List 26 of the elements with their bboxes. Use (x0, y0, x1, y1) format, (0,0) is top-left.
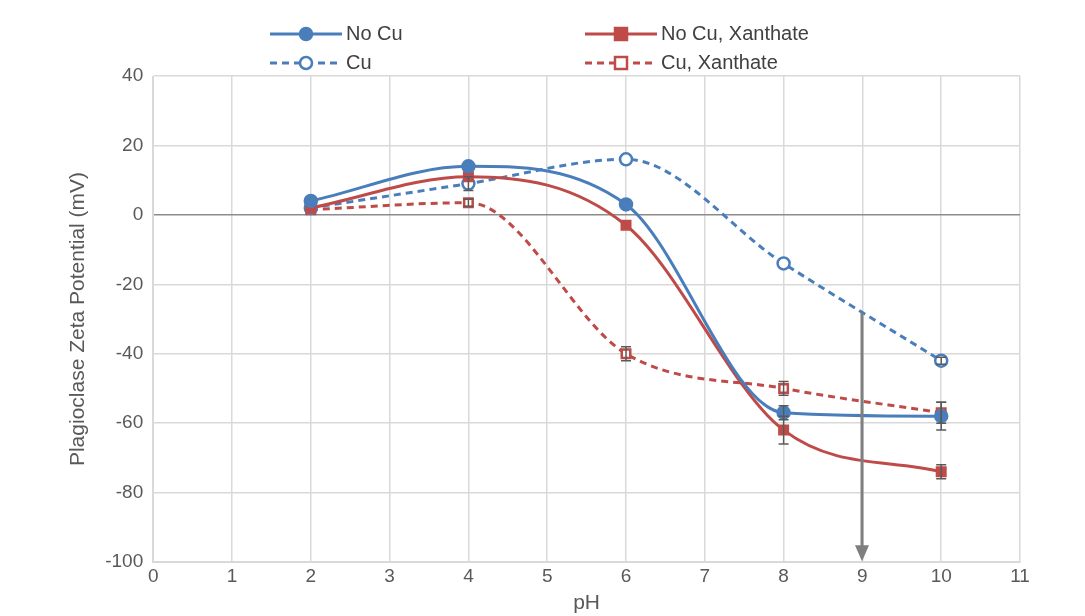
x-tick-label: 2 (305, 564, 317, 586)
y-axis-title: Plagioclase Zeta Potential (mV) (65, 171, 89, 467)
y-tick-label: -80 (115, 480, 144, 502)
x-axis-title: pH (573, 590, 601, 614)
legend-label: Cu (346, 50, 372, 73)
legend-label: No Cu, Xanthate (661, 21, 809, 44)
y-tick-label: -20 (115, 272, 144, 294)
y-tick-label: -100 (105, 550, 144, 572)
x-tick-label: 3 (384, 564, 395, 586)
x-tick-label: 5 (541, 564, 553, 586)
y-tick-label: -60 (115, 411, 144, 433)
x-tick-label: 7 (699, 564, 711, 586)
x-tick-label: 9 (857, 564, 868, 586)
x-tick-label: 8 (778, 564, 789, 586)
x-tick-label: 11 (1010, 564, 1030, 586)
y-tick-label: 20 (122, 133, 144, 155)
x-tick-label: 10 (930, 564, 952, 586)
legend-label: No Cu (346, 21, 403, 44)
legend-label: Cu, Xanthate (661, 50, 778, 73)
x-tick-label: 1 (226, 564, 238, 586)
x-tick-label: 6 (620, 564, 632, 586)
y-tick-label: 0 (132, 203, 144, 225)
y-tick-label: -40 (115, 341, 144, 363)
x-tick-label: 4 (463, 564, 475, 586)
x-tick-label: 0 (147, 564, 159, 586)
y-tick-label: 40 (122, 64, 144, 86)
